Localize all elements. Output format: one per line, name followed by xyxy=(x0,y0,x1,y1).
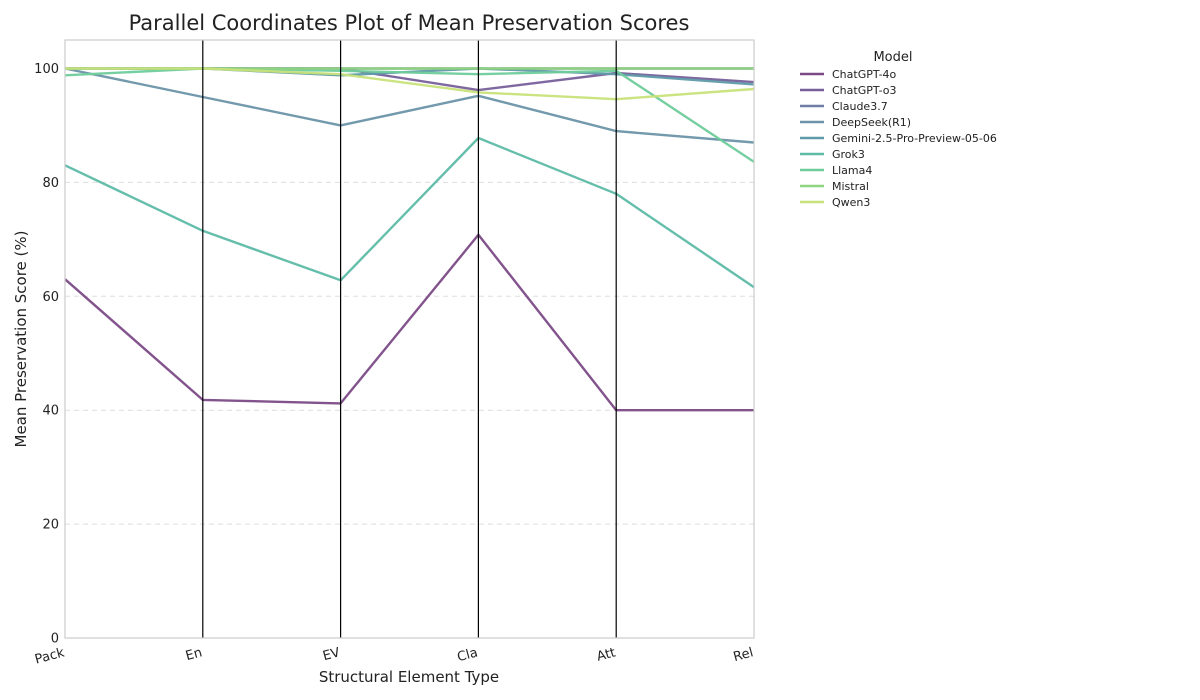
legend-entry-label: Grok3 xyxy=(832,148,865,161)
plot-area: 0 20 40 60 80 100 Pack En EV Cla Att Rel xyxy=(33,39,755,668)
series-line xyxy=(65,67,755,101)
legend-entry-label: ChatGPT-o3 xyxy=(832,84,896,97)
legend-entry-label: Gemini-2.5-Pro-Preview-05-06 xyxy=(832,132,997,145)
x-tick-label: En xyxy=(184,645,204,664)
series-line xyxy=(64,67,755,144)
y-tick-label: 40 xyxy=(42,404,59,419)
y-tick-label: 20 xyxy=(42,518,59,533)
legend-entry-label: ChatGPT-4o xyxy=(832,68,897,81)
legend-entry-label: DeepSeek(R1) xyxy=(832,116,911,129)
y-tick-label: 0 xyxy=(51,632,59,647)
series-line xyxy=(64,136,755,289)
x-tick-label: Rel xyxy=(732,645,755,665)
plot-frame xyxy=(64,39,755,639)
legend-entry-label: Mistral xyxy=(832,180,869,193)
x-tick-label: Att xyxy=(595,645,617,664)
x-tick-label: EV xyxy=(321,645,342,664)
series-line xyxy=(64,233,754,412)
legend: Model ChatGPT-4o ChatGPT-o3 Claude3.7 DeepS… xyxy=(800,50,997,209)
y-tick-label: 60 xyxy=(42,290,59,305)
legend-entry-label: Llama4 xyxy=(832,164,872,177)
y-axis-label: Mean Preservation Score (%) xyxy=(12,230,30,447)
y-tick-label: 80 xyxy=(42,176,59,191)
x-axis-label: Structural Element Type xyxy=(319,668,499,686)
legend-title: Model xyxy=(873,50,912,65)
legend-entry-label: Qwen3 xyxy=(832,196,870,209)
x-tick-label: Pack xyxy=(33,645,66,667)
y-tick-label: 100 xyxy=(34,62,59,77)
chart-title: Parallel Coordinates Plot of Mean Preser… xyxy=(129,11,690,35)
plot-background xyxy=(65,40,754,638)
x-tick-label: Cla xyxy=(456,645,480,665)
legend-entry-label: Claude3.7 xyxy=(832,100,888,113)
